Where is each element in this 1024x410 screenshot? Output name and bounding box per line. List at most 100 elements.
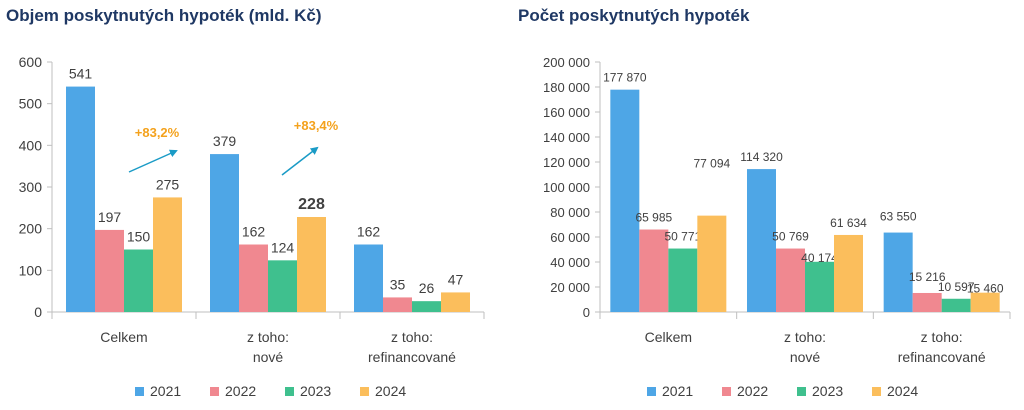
right-category-label: z toho: refinancované — [898, 329, 986, 365]
left-legend-swatch-2023 — [285, 387, 294, 396]
left-bar-2022 — [239, 244, 268, 312]
right-y-tick-label: 0 — [583, 305, 590, 320]
right-data-label-2023: 50 771 — [664, 230, 701, 244]
left-legend-label-2024: 2024 — [375, 383, 406, 399]
right-y-tick-label: 100 000 — [543, 180, 590, 195]
chart-right-svg: 0 20 000 40 000 60 000 80 000 100 000 120 000 1… — [543, 55, 1011, 399]
left-data-label-2024: 275 — [156, 176, 180, 192]
right-y-tick-label: 80 000 — [550, 205, 590, 220]
left-bar-2021 — [210, 154, 239, 312]
right-legend-swatch-2021 — [647, 387, 656, 396]
chart-right-title: Počet poskytnutých hypoték — [518, 6, 750, 25]
left-y-tick-label: 200 — [19, 221, 43, 237]
right-bar-2021 — [610, 89, 640, 312]
left-category-label: z toho: refinancované — [368, 329, 456, 365]
right-bar-2023 — [668, 248, 698, 312]
left-bar-2023 — [412, 301, 441, 312]
right-category-label-line: z toho: — [921, 329, 963, 345]
left-bar-2022 — [95, 229, 124, 312]
left-data-label-2021: 541 — [69, 66, 93, 82]
left-y-tick-label: 500 — [19, 96, 43, 112]
left-legend-label-2023: 2023 — [300, 383, 331, 399]
right-data-label-2024: 61 634 — [830, 216, 867, 230]
right-data-label-2022: 65 985 — [635, 211, 672, 225]
left-bar-2024 — [153, 197, 182, 312]
left-data-label-2021: 379 — [213, 133, 237, 149]
chart-left-panel: 0 100 200 300 400 500 600 Celkem z toho: nové z to… — [6, 6, 485, 399]
right-category-label: Celkem — [645, 329, 692, 345]
left-category-label-line: z toho: — [247, 329, 289, 345]
left-data-label-2023: 150 — [127, 229, 151, 245]
left-y-tick-label: 0 — [34, 304, 42, 320]
right-bar-2024 — [697, 215, 727, 312]
left-data-label-2024: 228 — [298, 196, 325, 213]
right-y-tick-label: 60 000 — [550, 230, 590, 245]
left-category-label-line: nové — [253, 349, 284, 365]
right-legend-label-2021: 2021 — [662, 383, 693, 399]
right-y-tick-label: 140 000 — [543, 130, 590, 145]
right-data-label-2021: 177 870 — [603, 71, 647, 85]
right-data-label-2022: 50 769 — [772, 230, 809, 244]
left-bar-2021 — [354, 244, 383, 312]
left-bar-2023 — [124, 249, 153, 312]
left-category-label-line: refinancované — [368, 349, 456, 365]
right-data-label-2023: 40 174 — [801, 251, 838, 265]
left-y-tick-label: 300 — [19, 179, 43, 195]
right-bar-2024 — [970, 292, 1000, 312]
right-category-label-line: nové — [790, 349, 821, 365]
right-category-label: z toho: nové — [784, 329, 826, 365]
right-bar-2022 — [776, 248, 805, 312]
right-y-tick-label: 160 000 — [543, 105, 590, 120]
right-y-tick-label: 120 000 — [543, 155, 590, 170]
left-data-label-2024: 47 — [448, 271, 464, 287]
right-y-tick-label: 40 000 — [550, 255, 590, 270]
left-legend-swatch-2021 — [135, 387, 144, 396]
left-bar-2023 — [268, 260, 297, 312]
left-data-label-2022: 35 — [390, 276, 406, 292]
right-data-label-2024: 15 460 — [967, 282, 1004, 296]
left-data-label-2023: 26 — [419, 280, 435, 296]
right-legend-swatch-2022 — [722, 387, 731, 396]
left-category-label: Celkem — [100, 329, 147, 345]
left-y-tick-label: 600 — [19, 54, 43, 70]
right-category-label-line: Celkem — [645, 329, 692, 345]
left-legend-swatch-2022 — [210, 387, 219, 396]
right-bar-2023 — [941, 298, 971, 312]
left-bar-2022 — [383, 297, 412, 312]
left-bar-2024 — [441, 292, 470, 312]
left-category-label-line: z toho: — [391, 329, 433, 345]
chart-right-panel: 0 20 000 40 000 60 000 80 000 100 000 120 000 1… — [512, 0, 1024, 410]
right-bar-2021 — [747, 169, 776, 312]
left-category-label: z toho: nové — [247, 329, 289, 365]
right-legend-label-2022: 2022 — [737, 383, 768, 399]
right-legend-swatch-2023 — [797, 387, 806, 396]
right-legend-swatch-2024 — [872, 387, 881, 396]
left-category-label-line: Celkem — [100, 329, 147, 345]
right-category-label-line: z toho: — [784, 329, 826, 345]
right-data-label-2021: 114 320 — [740, 150, 783, 164]
right-bar-2022 — [912, 292, 942, 312]
right-category-label-line: refinancované — [898, 349, 986, 365]
right-bar-2022 — [639, 229, 669, 312]
right-legend-label-2023: 2023 — [812, 383, 843, 399]
right-data-label-2024: 77 094 — [693, 157, 730, 171]
right-y-tick-label: 180 000 — [543, 80, 590, 95]
growth-arrow — [128, 149, 178, 173]
left-data-label-2023: 124 — [271, 239, 295, 255]
right-bar-2021 — [883, 232, 913, 312]
left-data-label-2021: 162 — [357, 224, 381, 240]
left-legend-swatch-2024 — [360, 387, 369, 396]
growth-annotation: +83,2% — [135, 125, 180, 140]
chart-left-title: Objem poskytnutých hypoték (mld. Kč) — [6, 6, 322, 25]
left-y-tick-label: 400 — [19, 137, 43, 153]
right-y-tick-label: 20 000 — [550, 280, 590, 295]
left-data-label-2022: 197 — [98, 209, 122, 225]
right-data-label-2021: 63 550 — [880, 210, 917, 224]
growth-arrow — [281, 146, 319, 176]
left-legend-label-2022: 2022 — [225, 383, 256, 399]
right-y-tick-label: 200 000 — [543, 55, 590, 70]
right-bar-2024 — [834, 234, 863, 312]
growth-annotation: +83,4% — [294, 118, 339, 133]
left-bar-2021 — [66, 86, 95, 312]
